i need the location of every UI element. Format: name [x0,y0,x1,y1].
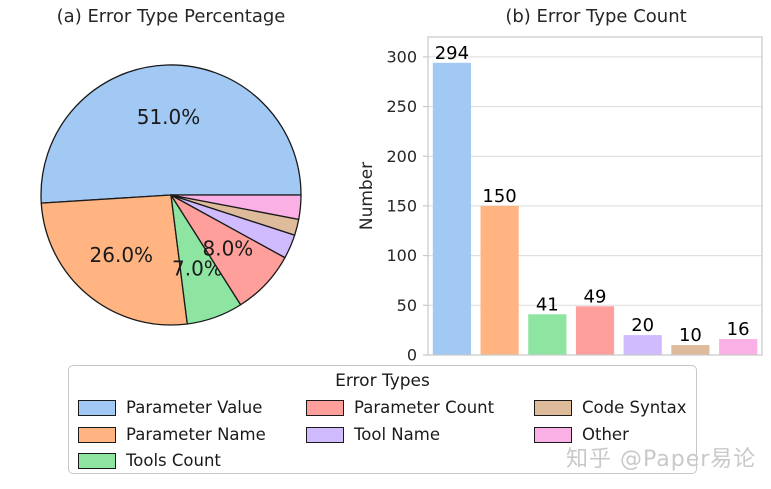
pie-slice-other [170,194,302,221]
legend: Error Types Parameter Value Parameter Nam… [68,365,697,474]
bar-code-syntax [671,345,710,355]
bar-value-label: 41 [536,294,559,315]
bar-value-label: 16 [727,319,750,340]
y-tick-label: 200 [386,147,417,166]
legend-swatch [534,427,572,443]
legend-swatch [78,453,116,469]
legend-title: Error Types [335,371,430,391]
bar-parameter-name [480,205,519,355]
y-tick-label: 50 [397,296,417,315]
pie-slice-parameter-value [40,64,302,204]
legend-item-label: Tools Count [126,451,221,470]
pie-chart-title: (a) Error Type Percentage [56,6,286,27]
legend-item-label: Code Syntax [582,398,687,417]
plot-border [427,36,763,356]
bar-value-label: 150 [482,186,516,207]
bar-chart-title: (b) Error Type Count [505,6,687,27]
legend-item-label: Parameter Count [354,398,495,417]
pie-chart-svg: 51.0%26.0%7.0%8.0% [40,64,302,326]
bar-value-label: 10 [679,325,702,346]
legend-item-label: Parameter Value [126,398,263,417]
y-tick-label: 0 [407,346,417,363]
bar-other [719,339,758,355]
bar-value-label: 49 [584,286,607,307]
legend-item-label: Other [582,425,629,444]
bar-chart-svg: 294 150 41 49 20 10 16 0 50 100 150 200 250 300 Number [357,36,763,365]
legend-item-label: Tool Name [354,425,440,444]
pie-percent-label: 26.0% [90,243,154,267]
legend-swatch [78,400,116,416]
bar-parameter-count [575,306,615,355]
y-tick-label: 150 [386,196,417,215]
bar-value-label: 294 [435,43,469,64]
pie-slice-parameter-name [40,194,188,326]
bar-tool-name [623,335,662,355]
legend-swatch [306,400,344,416]
pie-percent-label: 51.0% [137,105,201,129]
pie-percent-label: 8.0% [202,236,253,260]
legend-item-label: Parameter Name [126,425,266,444]
bar-tools-count [528,314,567,355]
y-tick-label: 250 [386,97,417,116]
pie-chart: 51.0% 26.0% 7.0% 8.0% [6,30,336,360]
bar-chart: 294 150 41 49 20 10 16 0 50 100 150 200 250 300 Number [357,0,771,365]
watermark: 知乎 @Paper易论 [566,447,757,472]
bar-parameter-value [432,62,471,356]
bar-value-label: 20 [631,315,654,336]
legend-swatch [534,400,572,416]
y-axis-label: Number [358,162,377,230]
legend-swatch [306,427,344,443]
y-tick-label: 100 [386,246,417,265]
legend-swatch [78,427,116,443]
y-tick-label: 300 [386,47,417,66]
